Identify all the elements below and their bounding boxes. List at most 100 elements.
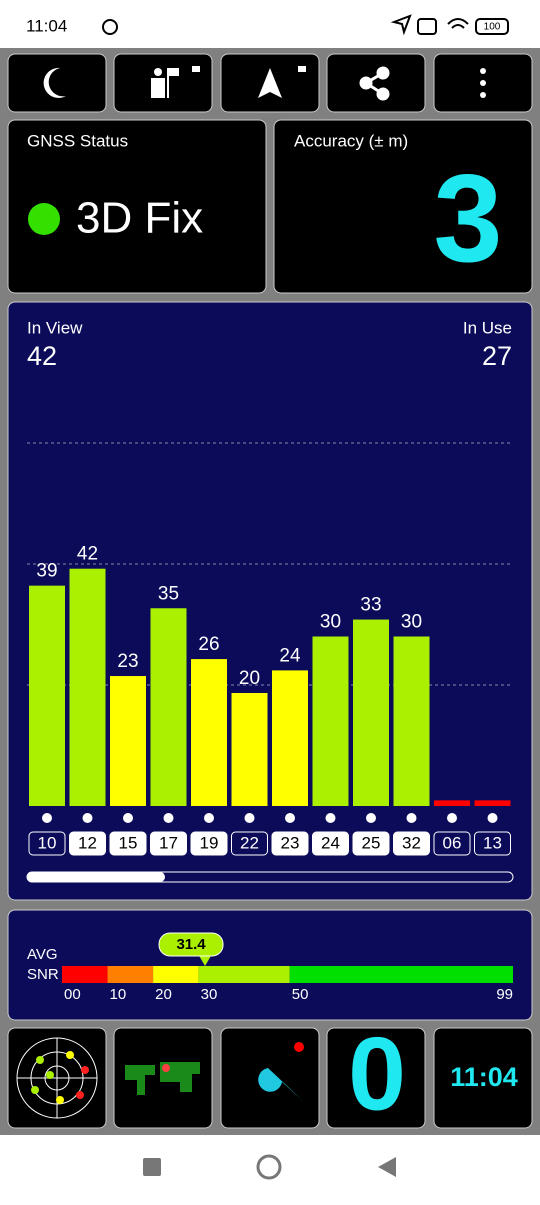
id-box <box>433 831 471 856</box>
average-marker <box>198 954 213 966</box>
satellite-id: 24 <box>321 833 340 852</box>
avg-label: AVG <box>27 946 58 963</box>
satellite-dot <box>244 813 255 823</box>
satellite-dot <box>163 813 174 823</box>
snr-bar <box>231 693 268 806</box>
satellite-id: 25 <box>362 833 381 852</box>
scale-tick-label: 10 <box>110 986 127 1003</box>
satellite-id: 15 <box>119 833 138 852</box>
gnss-status-panel <box>7 119 267 294</box>
snr-bar <box>69 568 106 806</box>
satellite-id: 06 <box>443 833 462 852</box>
satellite-dot <box>123 813 133 823</box>
scale-segment <box>198 966 290 983</box>
dots-icon <box>480 68 486 98</box>
nav-bar <box>0 1135 540 1200</box>
satellite-id: 22 <box>240 833 259 852</box>
clock-value: 11:04 <box>450 1062 518 1092</box>
snr-bar <box>312 636 349 806</box>
snr-bar <box>29 585 65 806</box>
snr-label: 35 <box>158 583 179 604</box>
satellite-dot <box>82 813 93 823</box>
satellite-dot <box>366 813 376 823</box>
snr-label: 26 <box>198 634 219 655</box>
snr-bar <box>393 636 430 806</box>
id-box-used <box>150 831 187 856</box>
toolbar <box>7 53 533 113</box>
snr-label: 24 <box>279 645 301 666</box>
id-box <box>474 831 511 856</box>
world-map <box>125 1062 200 1095</box>
share-button[interactable] <box>326 53 426 113</box>
snr-panel <box>7 909 533 1021</box>
satellite-id: 32 <box>402 833 421 852</box>
sky-plot <box>16 1037 98 1119</box>
accuracy-value: 3 <box>434 150 503 288</box>
battery-level: 100 <box>484 22 501 33</box>
satellite-id: 10 <box>38 833 57 852</box>
snr-bar <box>434 800 470 806</box>
id-box <box>28 831 66 856</box>
snr-bar <box>272 670 308 806</box>
moon-icon <box>43 67 66 98</box>
person-icon <box>151 66 200 98</box>
recents-button[interactable] <box>143 1158 161 1176</box>
satellite-dot <box>406 813 417 823</box>
counter-value: 0 <box>348 1016 406 1132</box>
scale-tick-label: 00 <box>64 986 81 1003</box>
snr-label: SNR <box>27 966 59 983</box>
scale-segment <box>62 966 108 983</box>
satellite-dot <box>42 813 52 823</box>
satellite-id: 23 <box>281 833 300 852</box>
compass-needle <box>258 1068 302 1100</box>
compass-marker <box>294 1042 304 1052</box>
in-view-label: In View <box>27 318 83 337</box>
snr-label: 42 <box>77 544 98 565</box>
id-box-used <box>393 831 430 856</box>
satellite-dot <box>285 813 295 823</box>
snr-bar <box>110 676 146 806</box>
id-box-used <box>352 831 390 856</box>
home-button[interactable] <box>256 1154 282 1180</box>
share-icon <box>359 66 390 101</box>
in-view-value: 42 <box>27 341 57 371</box>
id-box-used <box>69 831 106 856</box>
fix-text: 3D Fix <box>76 194 203 243</box>
satellite-id: 19 <box>200 833 219 852</box>
id-box-used <box>312 831 349 856</box>
satellite-dot <box>447 813 457 823</box>
scale-segment <box>289 966 513 983</box>
back-button[interactable] <box>378 1157 396 1177</box>
scale-tick-label: 30 <box>201 986 218 1003</box>
clock-widget[interactable] <box>433 1027 533 1129</box>
satellite-id: 13 <box>483 833 502 852</box>
average-bubble <box>158 932 224 957</box>
counter-widget[interactable] <box>326 1027 426 1129</box>
accuracy-panel <box>273 119 533 294</box>
status-time: 11:04 <box>26 16 67 35</box>
snr-bar <box>191 659 227 806</box>
satellite-id: 17 <box>159 833 178 852</box>
snr-bar <box>353 619 389 806</box>
id-box-used <box>271 831 309 856</box>
scale-segment <box>107 966 154 983</box>
snr-bar <box>150 608 187 806</box>
widgets: 0 11:04 <box>7 1016 533 1132</box>
accuracy-label: Accuracy (± m) <box>294 131 408 150</box>
id-box-used <box>190 831 228 856</box>
gnss-status-label: GNSS Status <box>27 131 128 150</box>
scale-segment <box>153 966 199 983</box>
snr-label: 23 <box>117 651 138 672</box>
id-box <box>231 831 268 856</box>
scroll-thumb[interactable] <box>27 872 165 882</box>
in-use-value: 27 <box>482 341 512 371</box>
scale-tick-label: 50 <box>292 986 309 1003</box>
scale-tick-label: 20 <box>155 986 172 1003</box>
night-mode-button[interactable] <box>7 53 107 113</box>
status-bar <box>0 0 540 48</box>
snr-label: 30 <box>401 612 422 633</box>
average-value: 31.4 <box>176 936 206 953</box>
in-use-label: In Use <box>463 318 512 337</box>
